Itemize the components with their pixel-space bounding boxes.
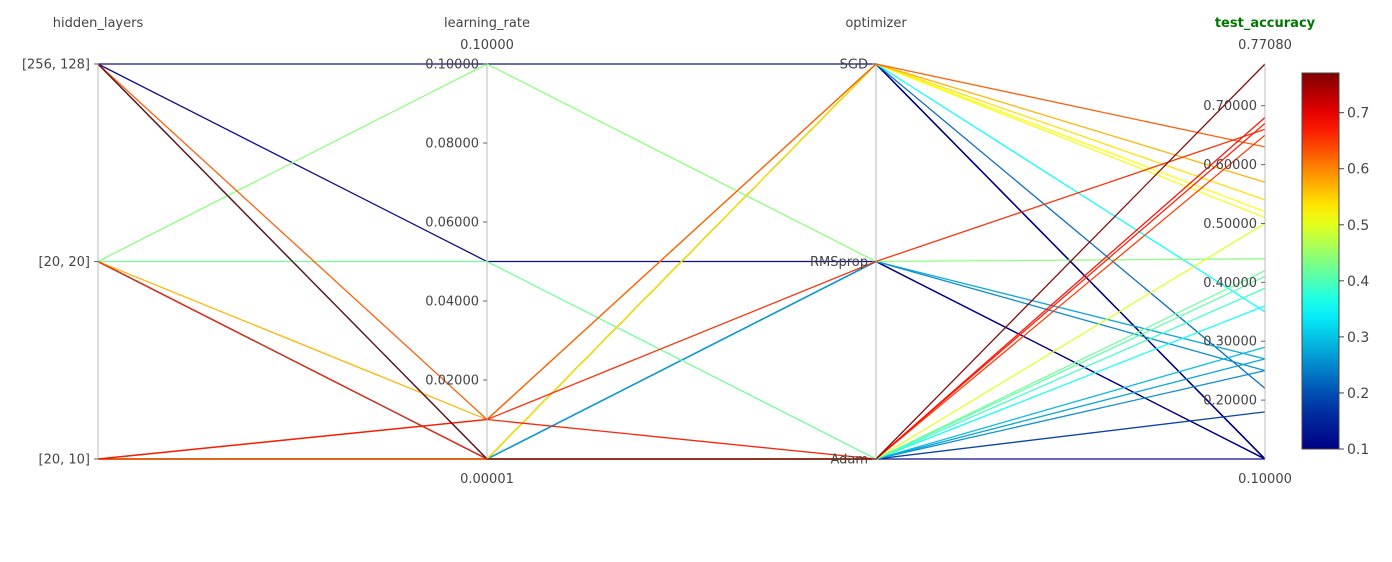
axis-title[interactable]: test_accuracy <box>1215 16 1316 31</box>
data-line <box>98 370 1266 460</box>
data-line <box>97 63 1266 263</box>
tick-label: 0.04000 <box>425 295 479 310</box>
tick-label: 0.60000 <box>1203 158 1257 173</box>
tick-label: 0.02000 <box>425 374 479 389</box>
axis-learning-rate[interactable]: learning_rate 0.02000 0.04000 0.06000 0.0800… <box>425 16 530 487</box>
tick-label: 0.50000 <box>1203 217 1257 232</box>
data-line <box>98 116 1266 460</box>
tick-label: [20, 20] <box>39 255 91 270</box>
axis-title[interactable]: optimizer <box>845 16 907 31</box>
axis-title[interactable]: learning_rate <box>444 16 530 31</box>
data-line <box>98 275 1266 460</box>
colorbar-tick-label: 0.7 <box>1347 106 1369 122</box>
axes: hidden_layers [20, 10] [20, 20] [256, 128] l… <box>22 16 1316 487</box>
data-line <box>98 346 1266 460</box>
data-line <box>98 411 1266 460</box>
tick-label: SGD <box>840 58 868 73</box>
axis-test-accuracy[interactable]: test_accuracy 0.20000 0.30000 0.40000 0.5000… <box>1203 16 1315 487</box>
range-max-label: 0.10000 <box>460 38 514 53</box>
colorbar-gradient <box>1301 72 1340 450</box>
data-line <box>97 122 1266 460</box>
colorbar-tick-label: 0.6 <box>1347 162 1369 178</box>
data-lines <box>97 63 1266 460</box>
colorbar-tick-label: 0.2 <box>1347 386 1369 402</box>
tick-label: RMSprop <box>810 255 868 270</box>
tick-label: 0.30000 <box>1203 335 1257 350</box>
range-min-label: 0.10000 <box>1238 472 1292 487</box>
axis-hidden-layers[interactable]: hidden_layers [20, 10] [20, 20] [256, 128] <box>22 16 144 468</box>
tick-label: 0.10000 <box>425 58 479 73</box>
data-line <box>97 63 1266 460</box>
data-line <box>98 222 1266 460</box>
colorbar: 0.1 0.2 0.3 0.4 0.5 0.6 0.7 <box>1301 72 1369 458</box>
tick-label: [256, 128] <box>22 58 90 73</box>
tick-label: 0.40000 <box>1203 276 1257 291</box>
range-max-label: 0.77080 <box>1238 38 1292 53</box>
axis-optimizer[interactable]: optimizer Adam RMSprop SGD <box>810 16 907 468</box>
tick-label: 0.70000 <box>1203 99 1257 114</box>
tick-label: 0.08000 <box>425 137 479 152</box>
colorbar-tick-label: 0.5 <box>1347 218 1369 234</box>
range-min-label: 0.00001 <box>460 472 514 487</box>
colorbar-tick-label: 0.4 <box>1347 274 1369 290</box>
tick-label: 0.06000 <box>425 216 479 231</box>
data-line <box>97 63 1266 421</box>
tick-label: [20, 10] <box>39 453 91 468</box>
colorbar-tick-label: 0.1 <box>1347 442 1369 458</box>
data-line <box>98 358 1266 460</box>
colorbar-tick-label: 0.3 <box>1347 330 1369 346</box>
axis-title[interactable]: hidden_layers <box>53 16 144 31</box>
data-line <box>97 260 1266 460</box>
data-line <box>97 128 1266 460</box>
tick-label: Adam <box>830 453 868 468</box>
tick-label: 0.20000 <box>1203 394 1257 409</box>
